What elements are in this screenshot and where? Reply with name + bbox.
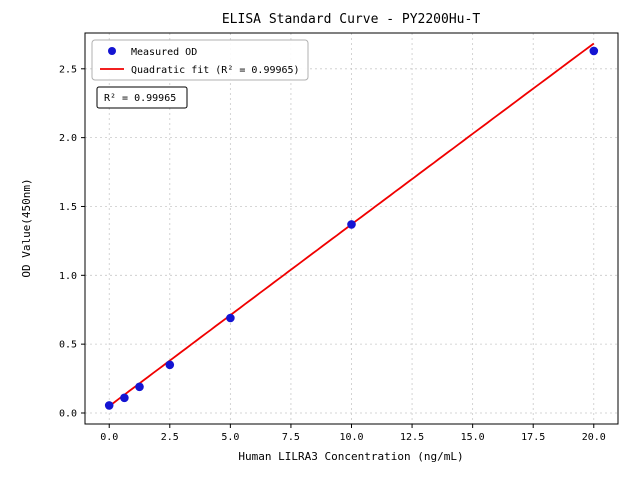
y-tick-label: 2.0 (59, 133, 77, 144)
y-tick-label: 1.5 (59, 202, 77, 213)
x-tick-label: 17.5 (521, 432, 545, 443)
data-point (226, 313, 235, 323)
x-tick-label: 2.5 (161, 432, 179, 443)
data-point (165, 360, 175, 370)
legend-label-quadratic-fit: Quadratic fit (R² = 0.99965) (131, 65, 300, 76)
data-point (104, 401, 114, 410)
x-tick-label: 15.0 (461, 432, 485, 443)
legend: Measured OD Quadratic fit (R² = 0.99965) (91, 39, 309, 81)
legend-box (91, 39, 309, 81)
x-tick-label: 20.0 (582, 432, 606, 443)
data-point (135, 382, 144, 392)
r-squared-annotation: R² = 0.99965 (96, 86, 188, 109)
data-point (347, 220, 356, 229)
axis-tick-labels: 0.0 2.5 5.0 7.5 10.0 12.5 15.0 17.5 20.0 0.0 0.5 1.… (59, 64, 606, 443)
x-tick-label: 12.5 (400, 432, 424, 443)
x-axis-label: Human LILRA3 Concentration (ng/mL) (238, 450, 463, 463)
measured-od-points (104, 46, 599, 410)
y-tick-label: 1.0 (59, 271, 77, 282)
chart-title: ELISA Standard Curve - PY2200Hu-T (222, 12, 480, 27)
x-tick-label: 5.0 (221, 432, 239, 443)
annotation-box (96, 86, 188, 109)
y-tick-label: 0.5 (59, 340, 77, 351)
x-tick-label: 7.5 (282, 432, 300, 443)
y-tick-label: 0.0 (59, 408, 77, 419)
y-axis-label: OD Value(450nm) (20, 178, 33, 277)
measured-od-legend-marker (108, 47, 116, 55)
axis-ticks (81, 68, 595, 428)
annotation-text: R² = 0.99965 (104, 93, 176, 104)
data-point (589, 46, 599, 56)
y-tick-label: 2.5 (59, 64, 77, 75)
x-tick-label: 0.0 (100, 432, 118, 443)
x-tick-label: 10.0 (339, 432, 363, 443)
legend-label-measured-od: Measured OD (131, 47, 197, 58)
data-point (120, 393, 129, 403)
